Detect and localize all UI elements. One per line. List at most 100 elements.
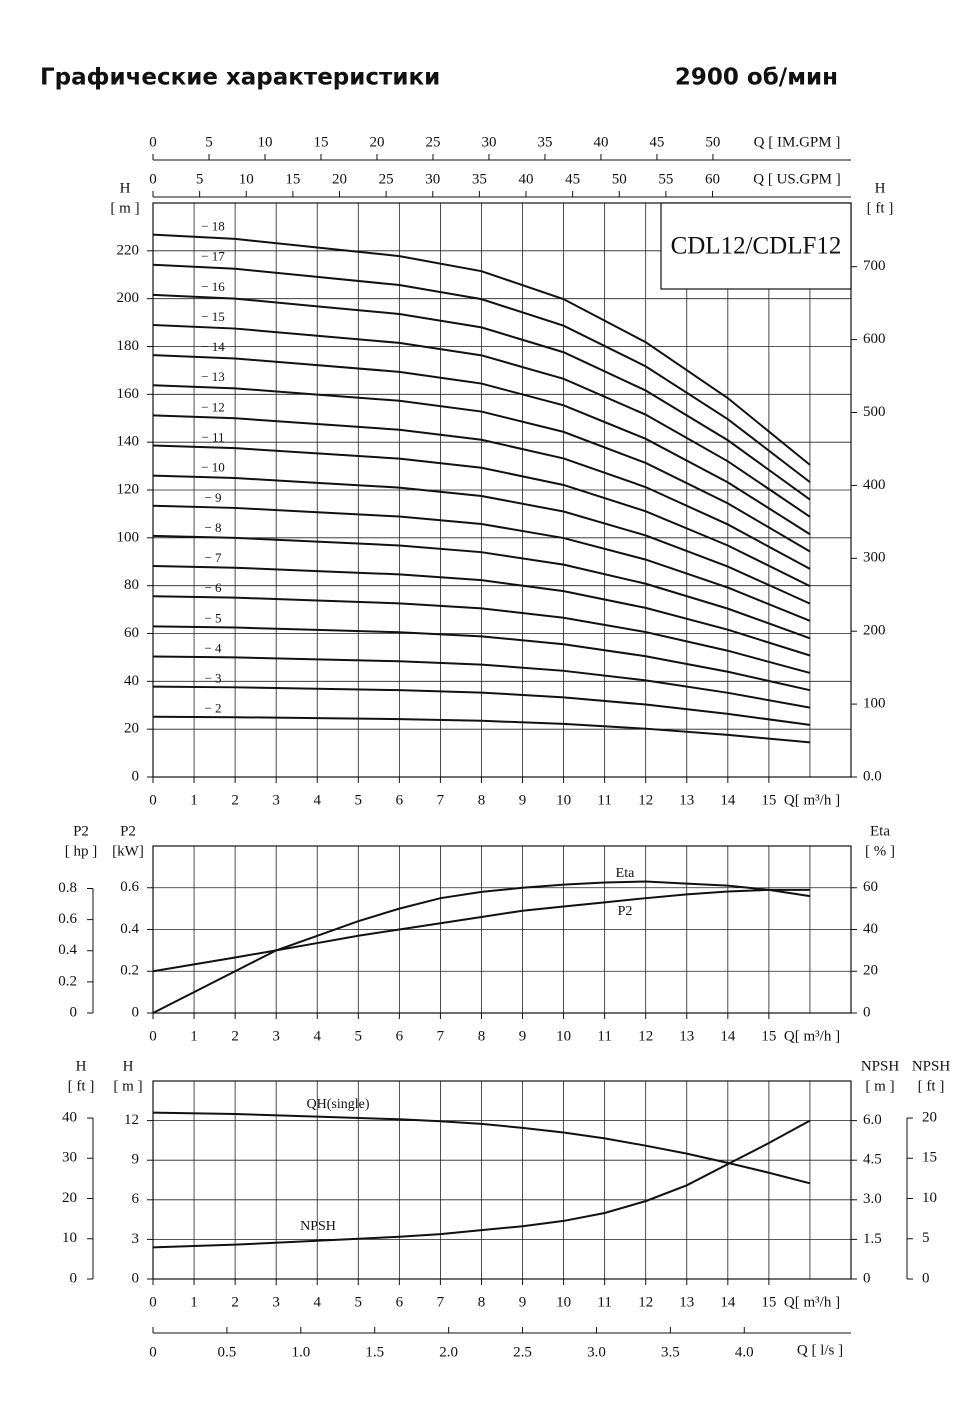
page-title: Графические характеристики bbox=[40, 65, 440, 91]
x-tick-label: 0 bbox=[149, 792, 157, 808]
x-tick-label: 3 bbox=[272, 1028, 280, 1044]
curve bbox=[152, 1111, 811, 1185]
y2-axis-unit: [ m ] bbox=[865, 1078, 894, 1094]
top-tick-label: 35 bbox=[537, 134, 552, 150]
top-tick-label: 25 bbox=[425, 134, 440, 150]
curve bbox=[152, 504, 811, 622]
y-tick-label: 60 bbox=[124, 625, 139, 641]
y-tick-label: 12 bbox=[124, 1112, 139, 1128]
y-tick-label: 40 bbox=[124, 673, 139, 689]
bottom-tick-label: 3.0 bbox=[587, 1344, 606, 1360]
top-tick-label: 20 bbox=[369, 134, 384, 150]
x-axis-label: Q[ m³/h ] bbox=[784, 1028, 840, 1044]
x-tick-label: 9 bbox=[519, 1294, 527, 1310]
y2-tick-label: 100 bbox=[863, 696, 886, 712]
y2-tick-label: 600 bbox=[863, 331, 886, 347]
x-axis-label: Q[ m³/h ] bbox=[784, 792, 840, 808]
top-tick-label: 45 bbox=[649, 134, 664, 150]
x-tick-label: 12 bbox=[638, 1294, 653, 1310]
top-axis-title: Q [ IM.GPM ] bbox=[754, 134, 841, 150]
curve bbox=[152, 474, 811, 605]
y-tick-label: 220 bbox=[117, 242, 140, 258]
extra-tick-label: 20 bbox=[62, 1190, 77, 1206]
y-tick-label: 9 bbox=[132, 1152, 140, 1168]
y-axis-title: H bbox=[120, 180, 131, 196]
x-tick-label: 15 bbox=[761, 1294, 776, 1310]
x-tick-label: 14 bbox=[720, 792, 736, 808]
top-tick-label: 20 bbox=[332, 171, 347, 187]
curve-label: QH(single) bbox=[307, 1097, 370, 1112]
y2-tick-label: 20 bbox=[863, 963, 878, 979]
y2-axis-unit: [ % ] bbox=[865, 843, 895, 859]
x-tick-label: 10 bbox=[556, 1294, 571, 1310]
x-tick-label: 11 bbox=[597, 792, 611, 808]
extra-axis-title: P2 bbox=[73, 823, 89, 839]
x-tick-label: 7 bbox=[437, 1294, 445, 1310]
extra-axis-unit: [ ft ] bbox=[918, 1078, 945, 1094]
x-tick-label: 0 bbox=[149, 1294, 157, 1310]
top-tick-label: 35 bbox=[472, 171, 487, 187]
curve-label: − 6 bbox=[204, 580, 222, 595]
curve bbox=[152, 263, 811, 483]
x-tick-label: 14 bbox=[720, 1028, 736, 1044]
x-tick-label: 12 bbox=[638, 792, 653, 808]
y-axis-unit: [ m ] bbox=[110, 200, 139, 216]
y-axis-unit: [ m ] bbox=[113, 1078, 142, 1094]
top-axis-title: Q [ US.GPM ] bbox=[753, 171, 841, 187]
curve-label: P2 bbox=[618, 904, 633, 919]
y2-tick-label: 200 bbox=[863, 623, 886, 639]
y2-tick-label: 3.0 bbox=[863, 1191, 882, 1207]
y-tick-label: 160 bbox=[117, 386, 140, 402]
curve bbox=[152, 444, 811, 588]
model-box bbox=[660, 202, 852, 290]
y-tick-label: 0.2 bbox=[120, 963, 139, 979]
extra-tick-label: 10 bbox=[922, 1190, 937, 1206]
x-tick-label: 8 bbox=[478, 1294, 486, 1310]
extra-tick-label: 30 bbox=[62, 1150, 77, 1166]
speed: 2900 об/мин bbox=[675, 65, 838, 91]
x-tick-label: 8 bbox=[478, 792, 486, 808]
curve-label: − 10 bbox=[201, 460, 225, 475]
y2-axis-title: Eta bbox=[870, 823, 890, 839]
x-axis-label: Q[ m³/h ] bbox=[784, 1294, 840, 1310]
curve-label: − 11 bbox=[201, 429, 224, 444]
extra-tick-label: 40 bbox=[62, 1109, 77, 1125]
curve bbox=[152, 323, 811, 518]
extra-tick-label: 5 bbox=[922, 1230, 930, 1246]
top-tick-label: 10 bbox=[257, 134, 272, 150]
curve bbox=[152, 414, 811, 570]
x-tick-label: 9 bbox=[519, 1028, 527, 1044]
top-tick-label: 5 bbox=[196, 171, 204, 187]
curve-label: − 17 bbox=[201, 249, 225, 264]
bottom-tick-label: 2.5 bbox=[513, 1344, 532, 1360]
curve bbox=[152, 565, 811, 657]
x-tick-label: 13 bbox=[679, 1294, 694, 1310]
top-tick-label: 50 bbox=[705, 134, 720, 150]
y2-tick-label: 0 bbox=[863, 1270, 871, 1286]
curve bbox=[152, 685, 811, 726]
top-tick-label: 40 bbox=[519, 171, 534, 187]
x-tick-label: 4 bbox=[313, 1294, 321, 1310]
x-tick-label: 2 bbox=[231, 1028, 239, 1044]
curve bbox=[152, 655, 811, 709]
curve-label: − 13 bbox=[201, 369, 225, 384]
bottom-tick-label: 1.5 bbox=[365, 1344, 384, 1360]
x-tick-label: 15 bbox=[761, 792, 776, 808]
x-tick-label: 6 bbox=[396, 792, 404, 808]
curve-label: − 8 bbox=[204, 520, 221, 535]
extra-tick-label: 0 bbox=[922, 1270, 930, 1286]
y2-axis-title: NPSH bbox=[861, 1058, 900, 1074]
curve-label: Eta bbox=[616, 866, 635, 881]
x-tick-label: 10 bbox=[556, 1028, 571, 1044]
top-tick-label: 30 bbox=[425, 171, 440, 187]
x-tick-label: 11 bbox=[597, 1294, 611, 1310]
extra-tick-label: 0.6 bbox=[58, 911, 77, 927]
x-tick-label: 15 bbox=[761, 1028, 776, 1044]
y2-tick-label: 300 bbox=[863, 550, 886, 566]
curve-label: − 5 bbox=[204, 610, 221, 625]
y-tick-label: 200 bbox=[117, 290, 140, 306]
extra-axis-unit: [ ft ] bbox=[68, 1078, 95, 1094]
y-axis-title: H bbox=[123, 1058, 134, 1074]
y2-tick-label: 60 bbox=[863, 879, 878, 895]
